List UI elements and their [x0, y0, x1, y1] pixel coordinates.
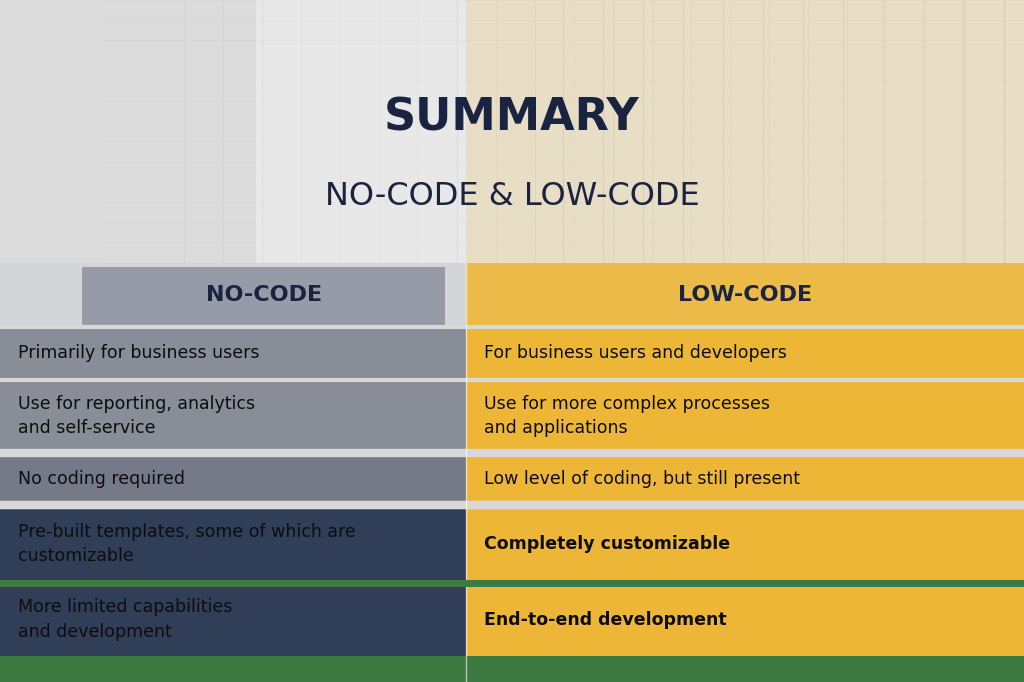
Text: Use for more complex processes
and applications: Use for more complex processes and appli… [484, 395, 770, 437]
Bar [0, 263, 466, 327]
Text: Use for reporting, analytics
and self-service: Use for reporting, analytics and self-se… [18, 395, 256, 437]
Bar [0, 656, 1024, 682]
Text: End-to-end development: End-to-end development [484, 610, 727, 629]
Bar [0, 583, 466, 656]
Bar [466, 505, 1024, 583]
Bar [466, 380, 1024, 453]
Text: LOW-CODE: LOW-CODE [678, 285, 812, 305]
Bar [0, 380, 466, 453]
Text: Pre-built templates, some of which are
customizable: Pre-built templates, some of which are c… [18, 522, 356, 565]
Text: More limited capabilities
and development: More limited capabilities and developmen… [18, 598, 232, 640]
Text: NO-CODE: NO-CODE [206, 285, 322, 305]
Bar [466, 263, 1024, 327]
Bar [0, 0, 256, 263]
Bar [466, 453, 1024, 505]
Bar [0, 453, 466, 505]
Text: SUMMARY: SUMMARY [384, 97, 640, 140]
Bar [0, 0, 1024, 263]
Bar [0, 505, 466, 583]
Text: Low level of coding, but still present: Low level of coding, but still present [484, 470, 801, 488]
Bar [466, 327, 1024, 380]
Text: Completely customizable: Completely customizable [484, 535, 730, 553]
Bar [466, 583, 1024, 656]
Text: For business users and developers: For business users and developers [484, 344, 787, 362]
Bar [0, 327, 466, 380]
Text: NO-CODE & LOW-CODE: NO-CODE & LOW-CODE [325, 181, 699, 212]
Text: Primarily for business users: Primarily for business users [18, 344, 260, 362]
Text: No coding required: No coding required [18, 470, 185, 488]
Bar [466, 0, 1024, 263]
Bar [82, 267, 445, 325]
